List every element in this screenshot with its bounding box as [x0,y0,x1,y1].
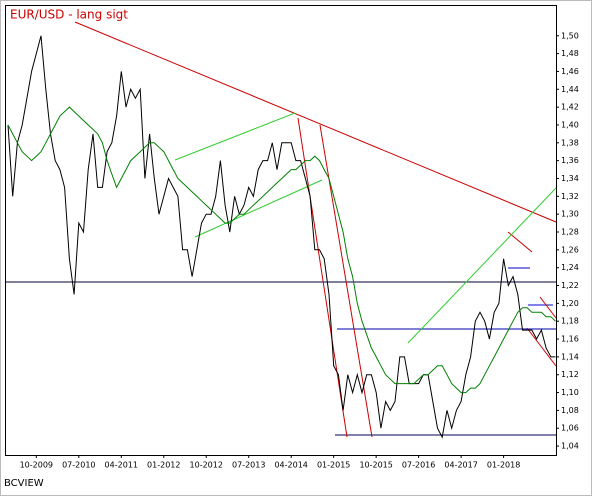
y-tick-label: 1,28 [561,228,579,237]
y-tick-label: 1,18 [561,317,579,326]
y-tick-label: 1,38 [561,138,579,147]
y-tick-label: 1,26 [561,245,579,254]
y-tick-label: 1,44 [561,85,579,94]
x-tick-label: 04-2017 [444,461,477,470]
channel-line [507,231,533,253]
series-line [7,35,556,439]
x-tick-label: 10-2015 [359,461,392,470]
x-tick-label: 04-2011 [105,461,138,470]
x-tick-label: 01-2015 [317,461,350,470]
x-tick-label: 10-2009 [20,461,53,470]
y-tick-label: 1,34 [561,174,579,183]
x-tick-label: 01-2018 [487,461,520,470]
y-tick-label: 1,50 [561,31,579,40]
x-tick-label: 07-2010 [62,461,95,470]
channel-line [194,179,323,238]
y-tick-label: 1,04 [561,442,579,451]
plot-frame [5,5,557,456]
y-tick-label: 1,40 [561,120,579,129]
channel-line [526,327,557,367]
y-tick-label: 1,30 [561,210,579,219]
y-tick-label: 1,14 [561,352,579,361]
trend-line [407,187,557,344]
chart-title: EUR/USD - lang sigt [10,8,128,22]
x-tick-label: 01-2012 [147,461,180,470]
y-tick-label: 1,48 [561,49,579,58]
x-tick-label: 07-2013 [232,461,265,470]
resistance-line [74,21,557,223]
y-tick-label: 1,06 [561,424,579,433]
series-line [7,106,556,394]
y-tick-label: 1,46 [561,67,579,76]
x-tick-label: 10-2012 [190,461,223,470]
y-tick-label: 1,20 [561,299,579,308]
y-tick-label: 1,42 [561,103,579,112]
y-tick-label: 1,10 [561,388,579,397]
y-tick-label: 1,36 [561,156,579,165]
x-tick-label: 07-2016 [402,461,435,470]
y-tick-label: 1,24 [561,263,579,272]
channel-line [539,296,557,319]
x-tick-label: 04-2014 [274,461,307,470]
channel-line [174,112,296,161]
channel-line [297,117,348,438]
y-tick-label: 1,16 [561,335,579,344]
y-tick-label: 1,22 [561,281,579,290]
source-label: BCVIEW [4,478,44,489]
y-tick-label: 1,08 [561,406,579,415]
y-tick-label: 1,12 [561,370,579,379]
y-tick-label: 1,32 [561,192,579,201]
